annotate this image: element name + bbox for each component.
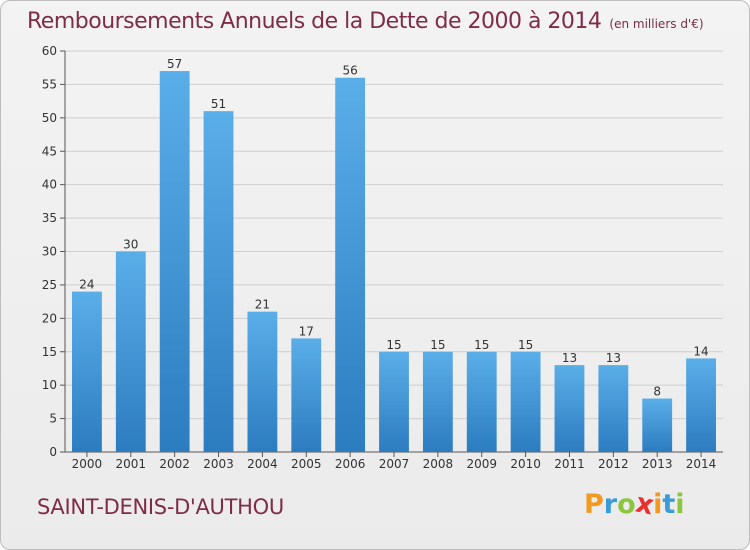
x-tick-label: 2012 <box>598 457 629 471</box>
data-label: 14 <box>693 344 708 358</box>
bar <box>554 365 585 452</box>
y-tick-label: 60 <box>42 44 57 58</box>
logo-letter: i <box>675 489 685 520</box>
data-label: 21 <box>255 298 270 312</box>
x-tick-label: 2002 <box>159 457 190 471</box>
bar <box>642 398 673 452</box>
bar <box>115 251 146 452</box>
bar <box>247 311 278 452</box>
y-tick-label: 25 <box>42 278 57 292</box>
data-label: 51 <box>211 97 226 111</box>
data-label: 13 <box>606 351 621 365</box>
x-tick-label: 2013 <box>642 457 673 471</box>
y-tick-label: 45 <box>42 144 57 158</box>
bar <box>72 291 102 452</box>
y-tick-label: 50 <box>42 111 57 125</box>
data-label: 15 <box>430 338 445 352</box>
x-tick-label: 2004 <box>247 457 278 471</box>
x-tick-label: 2001 <box>116 457 147 471</box>
chart-title-text: Remboursements Annuels de la Dette de 20… <box>27 9 602 34</box>
x-tick-label: 2003 <box>203 457 234 471</box>
commune-name: SAINT-DENIS-D'AUTHOU <box>37 495 284 519</box>
chart-title: Remboursements Annuels de la Dette de 20… <box>27 9 704 34</box>
x-tick-label: 2009 <box>466 457 497 471</box>
bar <box>291 338 322 452</box>
data-label: 57 <box>167 57 182 71</box>
bar <box>598 365 629 452</box>
logo-letter: i <box>653 489 663 520</box>
bar <box>379 351 409 452</box>
x-tick-label: 2008 <box>423 457 454 471</box>
x-tick-label: 2014 <box>686 457 717 471</box>
bar <box>159 71 190 453</box>
bar <box>422 351 453 452</box>
bar <box>203 111 234 453</box>
bar <box>686 358 716 452</box>
y-tick-label: 15 <box>42 345 57 359</box>
data-label: 13 <box>562 351 577 365</box>
y-tick-label: 40 <box>42 178 57 192</box>
bars <box>72 71 716 453</box>
logo-letter: o <box>617 489 636 520</box>
x-tick-label: 2000 <box>72 457 103 471</box>
data-label: 15 <box>386 338 401 352</box>
data-label: 17 <box>299 324 314 338</box>
y-tick-label: 5 <box>49 412 57 426</box>
proxiti-logo: Proxiti <box>584 488 685 522</box>
y-tick-label: 10 <box>42 378 57 392</box>
bar <box>466 351 497 452</box>
data-label: 56 <box>342 64 357 78</box>
x-tick-label: 2007 <box>379 457 410 471</box>
x-tick-label: 2006 <box>335 457 366 471</box>
logo-letter: r <box>603 489 618 520</box>
data-label: 15 <box>518 338 533 352</box>
y-tick-label: 0 <box>49 445 57 459</box>
y-tick-label: 35 <box>42 211 57 225</box>
data-label: 8 <box>653 385 661 399</box>
y-tick-label: 55 <box>42 77 57 91</box>
data-labels: 24 30 57 51 21 17 56 15 15 15 15 13 13 8 14 <box>79 57 708 398</box>
y-tick-label: 20 <box>42 311 57 325</box>
bar <box>335 77 366 452</box>
logo-letter: P <box>584 489 604 520</box>
x-tick-label: 2010 <box>510 457 541 471</box>
x-tick-label: 2005 <box>291 457 322 471</box>
y-tick-label: 30 <box>42 245 57 259</box>
chart-unit: (en milliers d'€) <box>609 17 704 31</box>
data-label: 24 <box>79 278 94 292</box>
data-label: 15 <box>474 338 489 352</box>
logo-letter: t <box>662 489 676 520</box>
x-tick-label: 2011 <box>554 457 585 471</box>
bar <box>510 351 541 452</box>
data-label: 30 <box>123 238 138 252</box>
